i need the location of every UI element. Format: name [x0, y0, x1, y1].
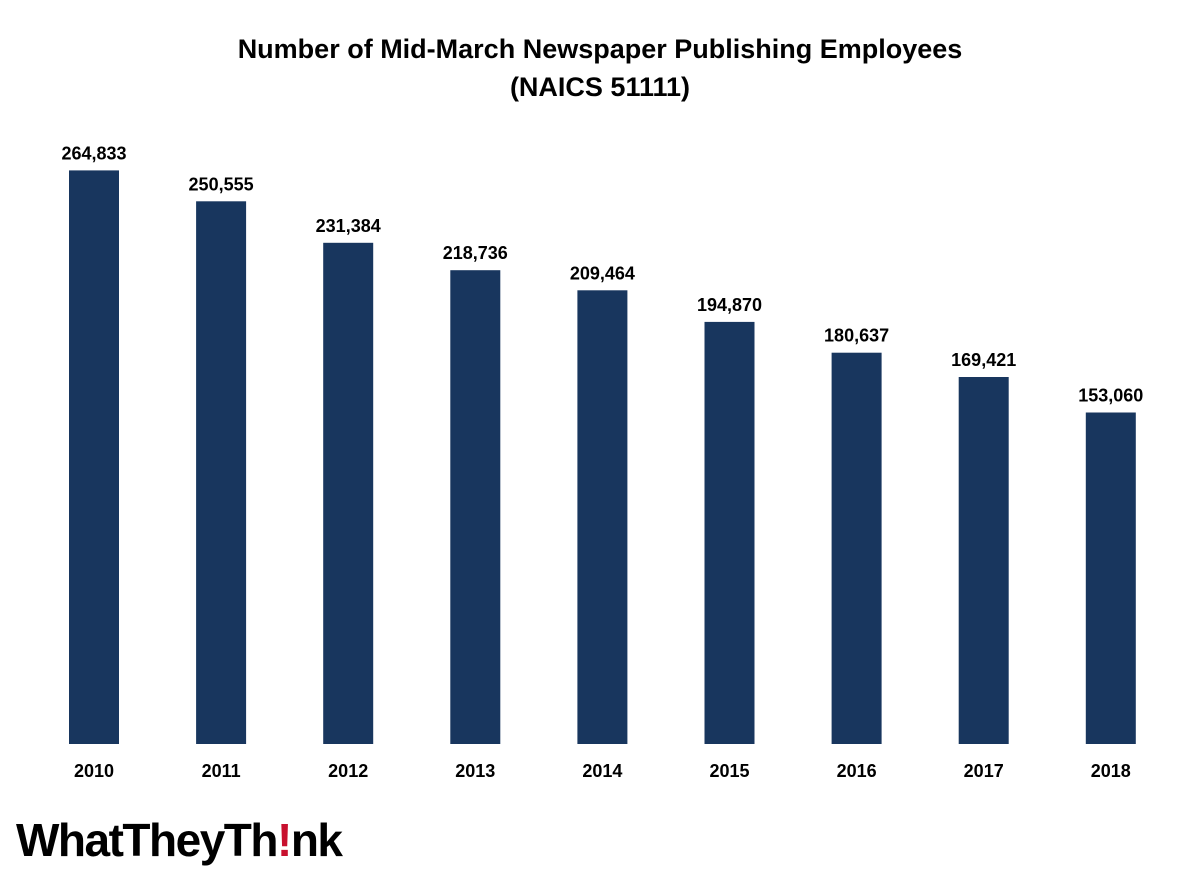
value-label-2014: 209,464: [570, 263, 635, 283]
value-labels-layer: 264,833 250,555 231,384 218,736 209,464 194,8…: [61, 143, 1143, 405]
x-tick-2013: 2013: [455, 761, 495, 781]
value-label-2010: 264,833: [61, 143, 126, 163]
bar-2014: [577, 290, 628, 744]
x-tick-2018: 2018: [1091, 761, 1131, 781]
x-tick-2014: 2014: [582, 761, 622, 781]
whattheythink-logo: WhatTheyTh!nk: [16, 812, 343, 868]
logo-text-part2: nk: [290, 814, 343, 866]
bar-2016: [831, 352, 882, 744]
value-label-2011: 250,555: [189, 174, 254, 194]
bar-2010: [69, 170, 119, 744]
chart-subtitle: (NAICS 51111): [509, 72, 691, 102]
x-tick-2011: 2011: [202, 761, 241, 781]
value-label-2012: 231,384: [316, 216, 381, 236]
value-label-2015: 194,870: [697, 295, 762, 315]
bar-2017: [958, 377, 1009, 744]
value-label-2017: 169,421: [951, 350, 1016, 370]
x-tick-2017: 2017: [964, 761, 1004, 781]
logo-text-part1: WhatTheyTh: [16, 814, 278, 866]
value-label-2013: 218,736: [443, 243, 508, 263]
bar-2011: [196, 201, 247, 745]
logo-exclamation: !: [276, 814, 292, 866]
value-label-2016: 180,637: [824, 326, 889, 346]
x-tick-2010: 2010: [74, 761, 114, 781]
bar-2013: [450, 270, 501, 744]
x-tick-labels-layer: 2010 2011 2012 2013 2014 2015 2016 2017 2018: [74, 761, 1131, 781]
chart-title-block: Number of Mid-March Newspaper Publishing…: [0, 30, 1200, 106]
bar-2012: [323, 242, 374, 745]
x-tick-2016: 2016: [837, 761, 877, 781]
x-tick-2012: 2012: [328, 761, 368, 781]
bars-layer: [69, 170, 1136, 745]
chart-title: Number of Mid-March Newspaper Publishing…: [237, 34, 963, 64]
bar-2018: [1085, 412, 1136, 744]
value-label-2018: 153,060: [1078, 386, 1143, 406]
bar-2015: [704, 321, 755, 744]
x-tick-2015: 2015: [709, 761, 749, 781]
